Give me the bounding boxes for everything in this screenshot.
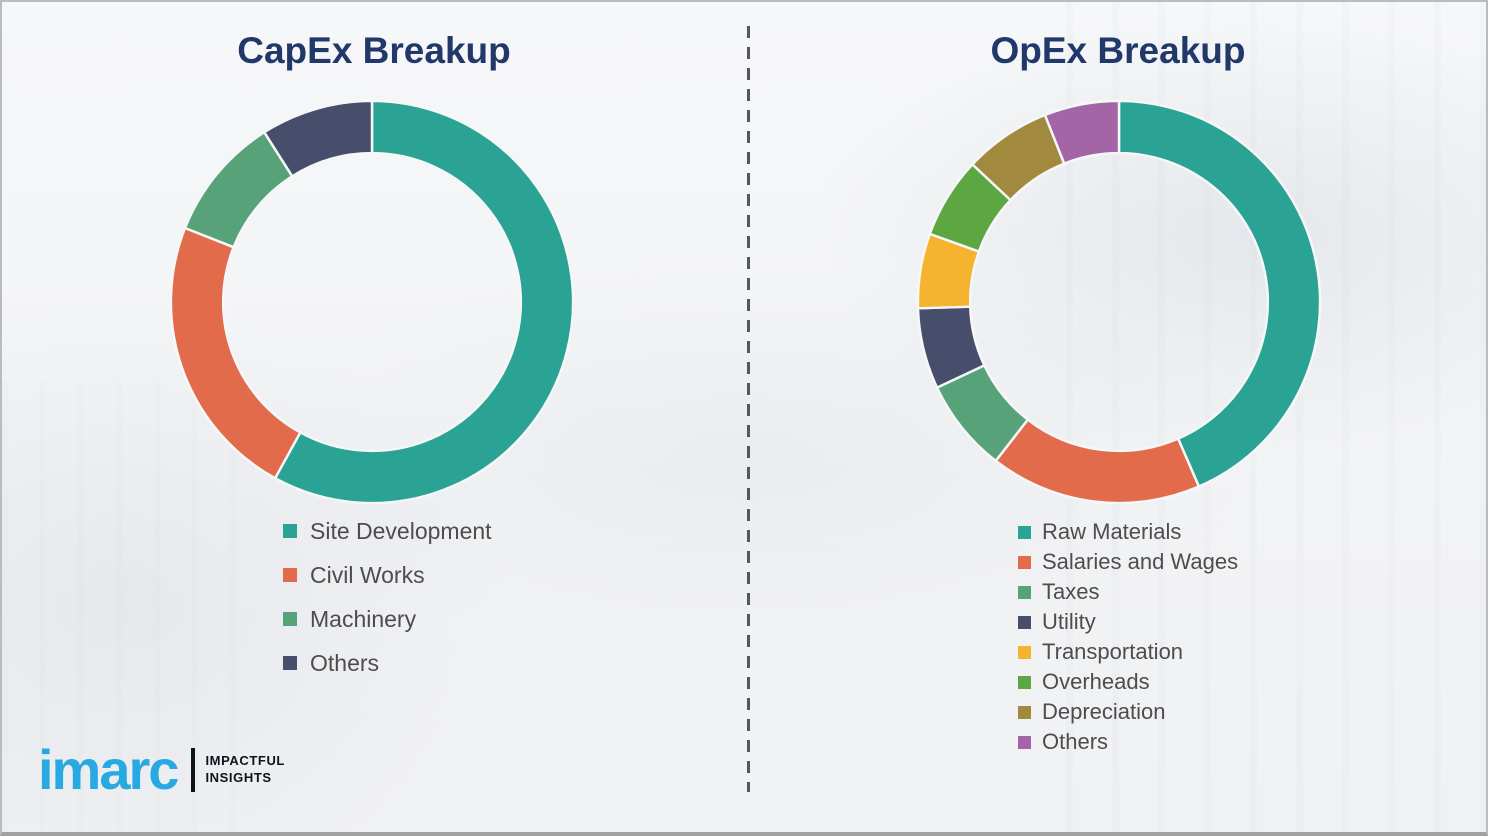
capex-legend: Site Development Civil Works Machinery Othe…	[283, 509, 492, 685]
capex-chart-title: CapEx Breakup	[237, 30, 511, 71]
legend-item: Civil Works	[283, 553, 492, 597]
legend-item: Depreciation	[1018, 697, 1238, 727]
legend-label: Civil Works	[310, 561, 425, 588]
legend-label: Utility	[1042, 609, 1096, 634]
legend-label: Overheads	[1042, 669, 1150, 694]
logo-tagline: IMPACTFUL INSIGHTS	[205, 753, 285, 787]
legend-item: Others	[283, 641, 492, 685]
legend-item: Others	[1018, 727, 1238, 757]
legend-label: Site Development	[310, 517, 492, 544]
legend-swatch	[283, 656, 297, 670]
legend-swatch	[1018, 675, 1031, 689]
legend-item: Utility	[1018, 607, 1238, 637]
logo-tagline-line2: INSIGHTS	[205, 770, 272, 785]
donut-segment-others	[263, 99, 374, 178]
legend-label: Salaries and Wages	[1042, 549, 1239, 574]
legend-swatch	[1018, 705, 1031, 719]
legend-label: Taxes	[1042, 579, 1100, 604]
donut-segment-site-development	[273, 99, 575, 505]
legend-label: Depreciation	[1042, 699, 1166, 724]
legend-item: Raw Materials	[1018, 517, 1238, 547]
legend-swatch	[283, 612, 297, 626]
legend-item: Site Development	[283, 509, 492, 553]
legend-label: Raw Materials	[1042, 519, 1182, 544]
legend-swatch	[283, 568, 297, 582]
donut-segment-salaries-and-wages	[994, 418, 1201, 505]
imarc-logo-wordmark: imarc	[38, 738, 179, 801]
donut-segment-others	[1043, 99, 1121, 165]
legend-item: Overheads	[1018, 667, 1238, 697]
legend-swatch	[1018, 525, 1031, 539]
legend-label: Others	[310, 649, 380, 676]
logo-divider-bar	[191, 748, 196, 792]
vertical-dashed-divider	[747, 26, 750, 792]
legend-swatch	[1018, 585, 1031, 599]
logo-tagline-line1: IMPACTFUL	[205, 753, 285, 769]
donut-segment-raw-materials	[1117, 99, 1322, 488]
legend-item: Taxes	[1018, 577, 1238, 607]
legend-label: Machinery	[310, 605, 417, 632]
legend-swatch	[1018, 645, 1031, 659]
opex-legend: Raw Materials Salaries and Wages Taxes Util…	[1018, 517, 1238, 757]
donut-segment-civil-works	[169, 226, 302, 480]
legend-item: Salaries and Wages	[1018, 547, 1238, 577]
legend-label: Others	[1042, 729, 1109, 754]
opex-chart-title: OpEx Breakup	[990, 30, 1246, 71]
legend-item: Transportation	[1018, 637, 1238, 667]
capex-donut-chart	[169, 99, 575, 505]
legend-swatch	[1018, 555, 1031, 569]
imarc-logo: imarc IMPACTFUL INSIGHTS	[38, 734, 285, 806]
legend-label: Transportation	[1042, 639, 1184, 664]
legend-swatch	[1018, 735, 1031, 749]
legend-swatch	[1018, 615, 1031, 629]
legend-swatch	[283, 524, 297, 538]
opex-donut-chart	[916, 99, 1322, 505]
legend-item: Machinery	[283, 597, 492, 641]
